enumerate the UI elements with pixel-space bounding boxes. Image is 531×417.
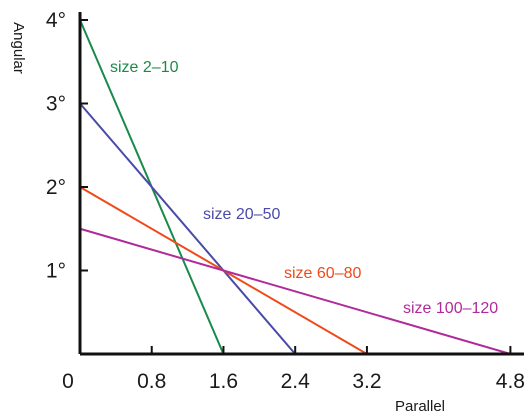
series-line-2 [79, 102, 296, 355]
y-ticks: 1° 2° 3° 4° [46, 9, 88, 283]
y-tick-label: 2° [46, 176, 66, 199]
series-label-4: size 100–120 [403, 300, 498, 317]
x-tick-label: 2.4 [281, 370, 311, 393]
series-line-4 [79, 227, 511, 355]
x-ticks: 0 0.8 1.6 2.4 3.2 4.8 [62, 346, 525, 393]
series-labels: size 2–10 size 20–50 size 60–80 size 100–12… [110, 59, 498, 317]
x-tick-label: 1.6 [209, 370, 238, 393]
y-tick-label: 4° [46, 9, 66, 32]
x-tick-label: 0 [62, 370, 74, 393]
x-tick-label: 0.8 [137, 370, 166, 393]
y-tick-label: 3° [46, 93, 66, 116]
series-label-1: size 2–10 [110, 59, 179, 76]
x-tick-label: 4.8 [496, 370, 525, 393]
y-tick-label: 1° [46, 260, 66, 283]
series-label-3: size 60–80 [284, 265, 361, 282]
series-label-2: size 20–50 [203, 206, 280, 223]
y-axis-label: Angular [10, 22, 27, 74]
x-axis-label: Parallel [395, 398, 445, 415]
x-tick-label: 3.2 [352, 370, 381, 393]
series-layer [79, 19, 511, 355]
